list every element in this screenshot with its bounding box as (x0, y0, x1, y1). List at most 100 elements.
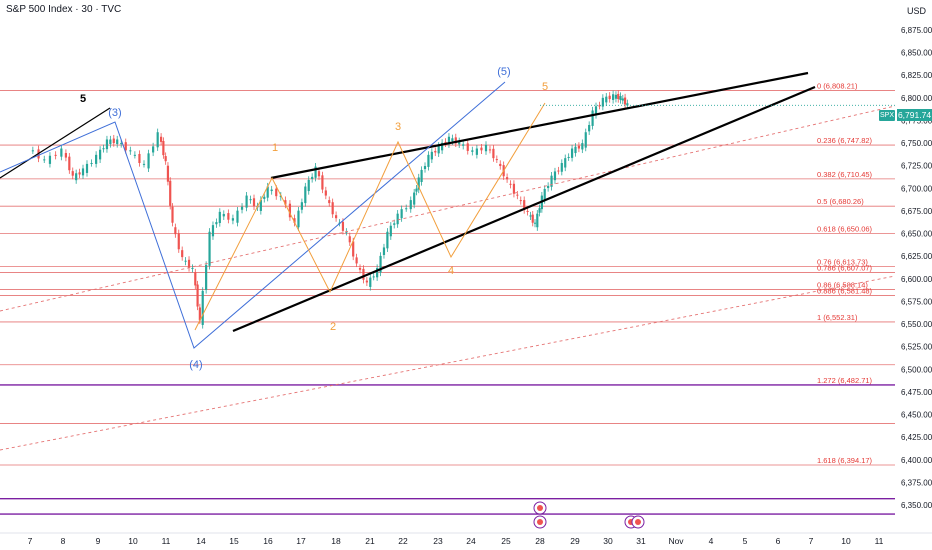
candle-body (523, 200, 526, 211)
candle-body (538, 208, 541, 213)
last-price-tag: 6,791.74 (897, 109, 932, 121)
x-tick-label: 7 (809, 536, 814, 546)
candle-body (458, 141, 461, 145)
x-tick-label: 10 (841, 536, 851, 546)
fib-level-label: 0.618 (6,650.06) (817, 225, 873, 234)
y-tick-label: 6,375.00 (901, 478, 932, 487)
y-tick-label: 6,550.00 (901, 320, 932, 329)
candle-body (396, 213, 399, 225)
candle-body (321, 175, 324, 190)
event-lightning-icon-dot (537, 505, 543, 511)
candle-body (109, 139, 112, 144)
y-tick-label: 6,625.00 (901, 252, 932, 261)
dotted-trend-lower (0, 275, 896, 451)
candle-body (417, 177, 420, 190)
candle-body (252, 198, 256, 207)
candle-body (393, 223, 396, 225)
x-tick-label: 6 (776, 536, 781, 546)
candle-body (379, 255, 382, 273)
candle-body (372, 276, 375, 278)
x-tick-label: 18 (331, 536, 341, 546)
wave-label-blue-4: (4) (189, 359, 202, 371)
candle-body (451, 138, 454, 142)
candle-body (152, 146, 155, 153)
candle-body (601, 97, 604, 107)
price-axis: 6,875.006,850.006,825.006,800.006,775.00… (901, 26, 932, 510)
chart-title: S&P 500 Index · 30 · TVC (6, 4, 122, 15)
wedge-upper-line (270, 71, 809, 180)
candle-body (270, 189, 273, 192)
x-tick-label: 31 (636, 536, 646, 546)
y-tick-label: 6,875.00 (901, 26, 932, 35)
candle-body (492, 148, 495, 159)
candle-body (227, 213, 230, 220)
x-tick-label: 10 (128, 536, 138, 546)
candle-body (187, 259, 191, 268)
candle-body (54, 154, 57, 156)
candle-body (409, 200, 412, 210)
candle-body (105, 139, 109, 150)
candle-body (570, 148, 574, 158)
candle-body (304, 186, 307, 204)
x-tick-label: 4 (709, 536, 714, 546)
currency-label[interactable]: USD (906, 6, 926, 16)
x-tick-label: 23 (433, 536, 443, 546)
candle-body (623, 97, 627, 105)
candle-body (352, 241, 355, 257)
candle-body (307, 179, 310, 192)
candle-body (245, 195, 248, 208)
candle-body (120, 143, 123, 145)
candle-body (437, 145, 440, 154)
candle-body (275, 188, 278, 197)
candle-body (240, 206, 244, 210)
candle-body (526, 210, 529, 212)
candle-body (512, 183, 516, 194)
candle-body (495, 159, 498, 161)
candle-body (531, 214, 534, 223)
candle-body (99, 149, 102, 160)
candle-body (389, 225, 392, 237)
candle-body (75, 173, 78, 181)
candle-body (331, 202, 334, 215)
fib-level-label: 0.886 (6,581.48) (817, 287, 873, 296)
candle-body (466, 143, 469, 151)
candle-body (102, 148, 105, 150)
fib-level-label: 0.382 (6,710.45) (817, 170, 873, 179)
candle-body (156, 132, 159, 148)
orange-wave-path (194, 102, 546, 331)
candle-body (129, 150, 132, 152)
candle-body (142, 163, 146, 165)
candle-body (43, 159, 46, 161)
candle-body (430, 151, 433, 160)
candle-body (324, 190, 327, 196)
y-tick-label: 6,750.00 (901, 139, 932, 148)
x-tick-label: 24 (466, 536, 476, 546)
candle-body (529, 215, 532, 217)
candle-body (614, 94, 618, 99)
wave-label-orange-4: 4 (448, 265, 454, 277)
candle-body (462, 144, 465, 146)
candle-body (577, 145, 581, 149)
candle-body (184, 260, 187, 262)
candle-body (231, 218, 235, 221)
candle-body (365, 280, 368, 283)
x-tick-label: 21 (365, 536, 375, 546)
candle-body (208, 231, 211, 266)
candle-body (162, 140, 165, 156)
candle-body (480, 147, 483, 151)
candle-body (423, 166, 427, 170)
candle-body (358, 267, 362, 270)
candle-body (201, 290, 204, 325)
candle-body (266, 186, 269, 198)
candle-body (116, 139, 119, 144)
candle-body (205, 264, 208, 290)
candlestick-series (31, 90, 629, 329)
candle-body (31, 150, 34, 152)
dotted-trend-upper (0, 105, 896, 312)
candle-body (413, 192, 416, 205)
y-tick-label: 6,825.00 (901, 71, 932, 80)
candle-body (444, 141, 447, 144)
candle-body (191, 267, 194, 269)
x-tick-label: 16 (263, 536, 273, 546)
